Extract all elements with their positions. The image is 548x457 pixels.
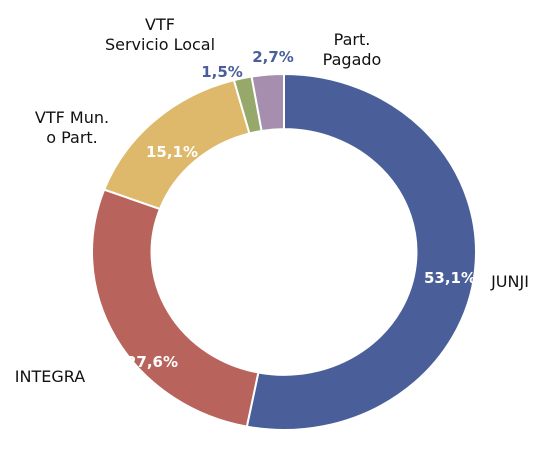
value-label: 1,5% <box>201 63 243 81</box>
category-label: VTF Mun. o Part. <box>34 108 110 147</box>
donut-segment <box>245 72 477 431</box>
value-label: 27,6% <box>125 353 179 371</box>
value-label: 53,1% <box>423 269 477 287</box>
category-label: INTEGRA <box>14 367 86 386</box>
donut-segment <box>250 72 285 133</box>
category-label: Part. Pagado <box>322 30 382 69</box>
value-label: 15,1% <box>145 143 199 161</box>
category-label: JUNJI <box>491 272 529 291</box>
category-label: VTF Servicio Local <box>104 15 216 54</box>
donut-segment <box>91 188 260 428</box>
value-label: 2,7% <box>252 48 294 66</box>
